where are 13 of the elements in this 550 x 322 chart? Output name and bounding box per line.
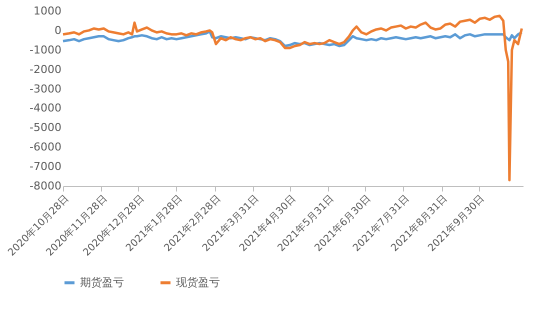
- y-tick-label: -1000: [30, 43, 62, 56]
- y-tick-label: 1000: [34, 4, 62, 18]
- y-tick-label: -6000: [30, 140, 62, 154]
- y-tick-label: -8000: [30, 180, 62, 192]
- y-tick-label: -7000: [30, 160, 62, 174]
- y-tick-label: -3000: [30, 82, 62, 96]
- line-series: [62, 14, 524, 182]
- y-tick-label: -4000: [30, 102, 62, 115]
- legend-label: 期货盈亏: [80, 276, 124, 289]
- y-tick-label: 0: [54, 24, 62, 37]
- y-tick-label: -2000: [30, 62, 62, 76]
- y-tick-label: -5000: [30, 121, 62, 134]
- legend-label: 现货盈亏: [176, 276, 220, 289]
